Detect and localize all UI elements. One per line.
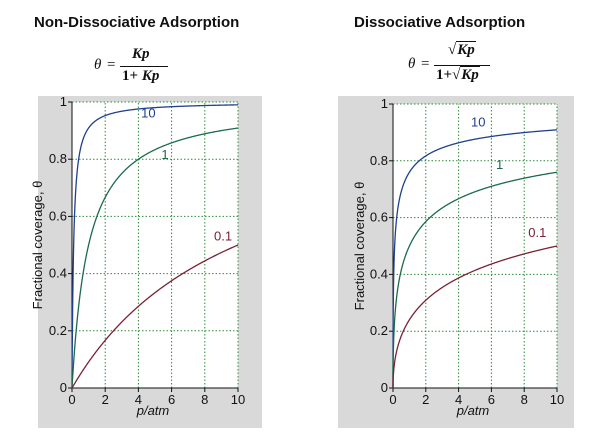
series-line-0.1	[71, 244, 239, 389]
y-tick-label: 0	[60, 380, 67, 395]
x-tick-label: 8	[201, 392, 208, 407]
formula-fraction-bar	[434, 65, 490, 66]
x-tick-label: 2	[422, 392, 429, 407]
x-tick-label: 2	[102, 392, 109, 407]
x-tick-label: 10	[231, 392, 245, 407]
x-tick-label: 0	[389, 392, 396, 407]
formula-equals: =	[421, 56, 430, 72]
chart-1: 0 2 4 6 8 10 0 0.2 0.4 0.6 0.8 1 p/atm Fractional cov…	[338, 96, 574, 428]
x-axis-label: p/atm	[456, 403, 490, 418]
series-label-0.1: 0.1	[214, 228, 232, 243]
series-label-0.1: 0.1	[528, 225, 546, 240]
y-tick-label: 0.8	[370, 153, 388, 168]
formula-non-dissociative: θ = Kp 1+ Kp	[94, 42, 184, 88]
formula-denominator: 1+√Kp	[436, 66, 480, 84]
chart-0: 0 2 4 6 8 10 0 0.2 0.4 0.6 0.8 1 p/atm Fractional cov…	[30, 94, 262, 428]
formula-theta: θ	[408, 56, 416, 72]
series-line-10	[71, 104, 239, 388]
y-tick-label: 0.4	[49, 266, 67, 281]
series-label-10: 10	[471, 114, 485, 129]
series-line-1	[71, 127, 239, 389]
y-tick-label: 1	[60, 94, 67, 109]
formula-numerator-radicand: Kp	[456, 41, 476, 58]
x-tick-label: 10	[550, 392, 564, 407]
x-tick-label: 8	[521, 392, 528, 407]
y-axis-label: Fractional coverage, θ	[30, 181, 45, 310]
formula-denominator-prefix: 1+	[436, 67, 453, 83]
formula-denominator: 1+ Kp	[122, 68, 159, 85]
series-label-1: 1	[161, 147, 168, 162]
panel-title-dissociative: Dissociative Adsorption	[354, 14, 526, 31]
sqrt-icon: √	[448, 42, 457, 58]
x-tick-label: 4	[135, 392, 142, 407]
y-tick-label: 0	[381, 380, 388, 395]
x-tick-label: 0	[68, 392, 75, 407]
y-tick-label: 0.8	[49, 151, 67, 166]
x-axis-label: p/atm	[136, 403, 170, 418]
formula-denominator-radicand: Kp	[460, 66, 480, 83]
y-tick-label: 0.6	[49, 208, 67, 223]
y-tick-label: 0.2	[49, 323, 67, 338]
formula-denominator-prefix: 1+	[122, 68, 142, 84]
series-line-1	[392, 171, 558, 388]
x-tick-label: 4	[455, 392, 462, 407]
formula-equals: =	[107, 57, 116, 73]
formula-denominator-term: Kp	[141, 68, 160, 84]
y-tick-label: 0.6	[370, 210, 388, 225]
plot-area	[393, 104, 557, 388]
formula-numerator: √Kp	[448, 41, 476, 59]
series-line-10	[392, 129, 558, 388]
formula-theta: θ	[94, 57, 102, 73]
y-tick-label: 0.2	[370, 323, 388, 338]
series-label-10: 10	[141, 105, 155, 120]
sqrt-icon: √	[452, 67, 461, 83]
series-label-1: 1	[496, 157, 503, 172]
series-line-0.1	[392, 245, 558, 388]
formula-dissociative: θ = √Kp 1+√Kp	[408, 40, 508, 90]
formula-numerator: Kp	[132, 46, 150, 62]
y-tick-label: 1	[381, 96, 388, 111]
y-tick-label: 0.4	[370, 266, 388, 281]
panel-title-non-dissociative: Non-Dissociative Adsorption	[34, 14, 240, 31]
x-tick-label: 6	[488, 392, 495, 407]
formula-fraction-bar	[120, 66, 168, 67]
x-tick-label: 6	[168, 392, 175, 407]
y-axis-label: Fractional coverage, θ	[352, 182, 367, 311]
plot-area	[72, 102, 238, 388]
